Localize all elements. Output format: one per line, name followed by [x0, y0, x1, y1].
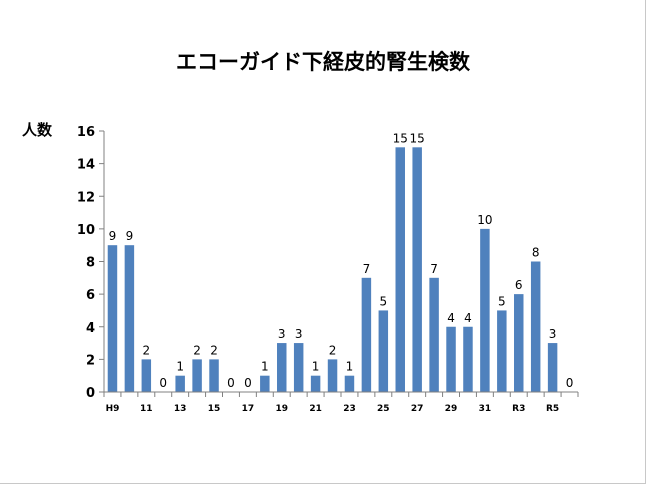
bar-20 — [293, 343, 304, 392]
bar-26 — [395, 147, 405, 392]
y-tick-label: 0 — [86, 386, 95, 401]
data-label: 1 — [346, 360, 354, 374]
bar-25 — [378, 310, 389, 392]
bar-H9 — [107, 245, 118, 392]
bar-10 — [124, 245, 135, 392]
y-tick-label: 4 — [86, 321, 95, 336]
data-label: 2 — [193, 343, 201, 357]
data-label: 15 — [393, 131, 408, 145]
x-tick-label: 11 — [140, 404, 153, 414]
data-label: 8 — [532, 246, 540, 260]
x-tick-label: 15 — [208, 404, 221, 414]
data-label: 9 — [109, 229, 117, 243]
data-label: 5 — [380, 294, 388, 308]
x-tick-label: 17 — [242, 404, 255, 414]
bar-15 — [209, 359, 219, 392]
data-label: 6 — [515, 278, 523, 292]
bar-21 — [310, 375, 321, 392]
y-tick-label: 6 — [86, 288, 95, 303]
y-tick-label: 8 — [86, 256, 95, 271]
bar-27 — [412, 147, 422, 392]
y-axis-ticks: 0 2 4 6 8 10 12 14 16 — [77, 125, 104, 401]
data-label: 4 — [447, 311, 455, 325]
y-tick-label: 14 — [77, 158, 95, 173]
data-label: 7 — [363, 262, 371, 276]
data-label: 4 — [464, 311, 472, 325]
x-tick-label: 27 — [411, 404, 424, 414]
data-label: 2 — [329, 343, 337, 357]
bar-R5 — [547, 343, 558, 392]
x-tick-label: 19 — [275, 404, 288, 414]
data-label: 9 — [126, 229, 134, 243]
chart-title: エコーガイド下経皮的腎生検数 — [176, 50, 470, 74]
data-label: 3 — [549, 327, 557, 341]
bar-18 — [260, 375, 270, 392]
bars — [107, 147, 558, 392]
data-label: 0 — [159, 376, 167, 390]
data-label: 1 — [261, 360, 269, 374]
data-label: 2 — [143, 343, 151, 357]
x-tick-label: R3 — [512, 404, 525, 414]
bar-R2 — [497, 310, 507, 392]
data-label: 3 — [295, 327, 303, 341]
bar-R3 — [514, 294, 524, 392]
bar-29 — [446, 326, 456, 392]
data-label: 1 — [312, 360, 320, 374]
bar-R4 — [530, 261, 541, 392]
bar-28 — [429, 277, 439, 392]
bar-24 — [361, 277, 372, 392]
data-label: 5 — [498, 294, 506, 308]
data-label: 3 — [278, 327, 286, 341]
bar-14 — [192, 359, 202, 392]
x-tick-label: 29 — [445, 404, 458, 414]
x-tick-label: 23 — [343, 404, 356, 414]
bar-19 — [277, 343, 287, 392]
bar-30 — [463, 326, 473, 392]
data-label: 0 — [566, 376, 574, 390]
bar-31 — [480, 228, 490, 392]
x-axis-ticks: H9 11 13 15 17 19 21 23 25 27 29 31 R3 R5 — [103, 392, 579, 414]
bar-11 — [141, 359, 152, 392]
data-label: 10 — [477, 213, 492, 227]
bar-13 — [175, 375, 185, 392]
x-tick-label: H9 — [106, 404, 120, 414]
y-tick-label: 12 — [77, 190, 95, 205]
x-tick-label: 13 — [174, 404, 187, 414]
data-label: 1 — [176, 360, 184, 374]
data-label: 7 — [430, 262, 438, 276]
y-tick-label: 16 — [77, 125, 95, 140]
x-tick-label: 21 — [309, 404, 322, 414]
data-label: 15 — [410, 131, 425, 145]
data-label: 0 — [244, 376, 252, 390]
y-tick-label: 2 — [86, 353, 95, 368]
x-tick-label: R5 — [546, 404, 559, 414]
x-tick-label: 31 — [479, 404, 492, 414]
x-tick-label: 25 — [377, 404, 390, 414]
data-label: 2 — [210, 343, 218, 357]
y-tick-label: 10 — [77, 223, 95, 238]
data-label: 0 — [227, 376, 235, 390]
y-axis-label: 人数 — [22, 121, 53, 139]
bar-23 — [344, 375, 355, 392]
bar-22 — [327, 359, 338, 392]
